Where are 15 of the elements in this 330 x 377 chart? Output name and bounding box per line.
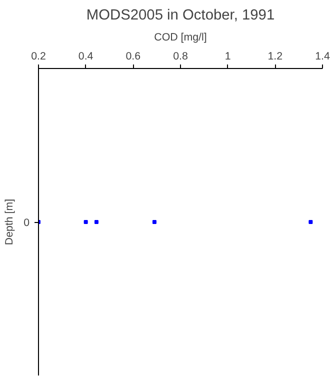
x-tick-label: 1.4 <box>315 50 330 62</box>
point <box>308 220 313 224</box>
x-tick-label: 0.4 <box>78 50 94 62</box>
point <box>84 220 88 224</box>
y-axis-title: Depth [m] <box>4 198 16 246</box>
x-tick-label: 0.8 <box>173 50 188 62</box>
point <box>152 220 156 224</box>
x-tick-label: 1 <box>224 50 231 62</box>
x-axis-title: COD [mg/l] <box>154 32 207 44</box>
chart-title: MODS2005 in October, 1991 <box>86 8 275 24</box>
x-tick-label: 1.2 <box>268 50 283 62</box>
point <box>94 220 98 224</box>
x-tick-label: 0.6 <box>126 50 141 62</box>
x-tick-label: 0.2 <box>31 50 46 62</box>
y-tick-label: 0 <box>24 217 30 229</box>
